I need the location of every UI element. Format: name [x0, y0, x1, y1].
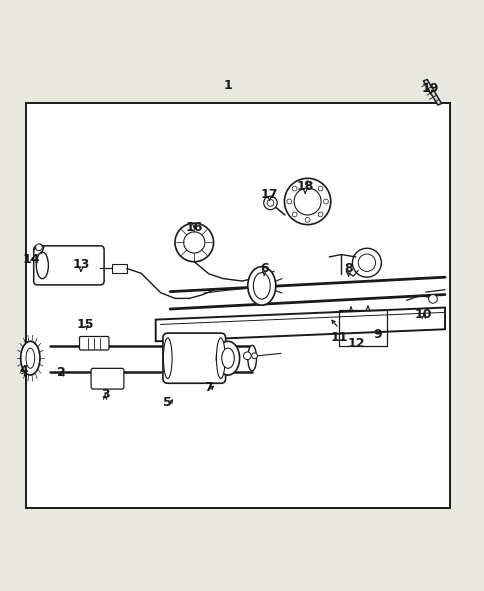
Ellipse shape — [221, 348, 234, 368]
Circle shape — [292, 186, 296, 191]
Text: 18: 18 — [296, 180, 313, 193]
Ellipse shape — [36, 252, 48, 279]
Circle shape — [293, 188, 320, 215]
Text: 12: 12 — [347, 337, 364, 350]
Text: 5: 5 — [163, 396, 172, 409]
Polygon shape — [423, 79, 441, 105]
Text: 15: 15 — [77, 318, 94, 331]
Circle shape — [243, 352, 251, 360]
Bar — [338, 310, 386, 346]
FancyBboxPatch shape — [33, 246, 104, 285]
Circle shape — [323, 199, 328, 204]
Ellipse shape — [21, 342, 40, 375]
Text: 19: 19 — [421, 82, 439, 95]
Text: 1: 1 — [223, 79, 232, 92]
Text: 8: 8 — [344, 262, 352, 275]
Ellipse shape — [247, 267, 275, 305]
Text: 4: 4 — [20, 363, 29, 376]
Ellipse shape — [247, 345, 256, 371]
Text: 6: 6 — [259, 262, 268, 275]
FancyBboxPatch shape — [163, 333, 225, 384]
Text: 9: 9 — [373, 327, 381, 340]
Circle shape — [267, 200, 273, 206]
Circle shape — [428, 294, 437, 303]
Text: 3: 3 — [101, 388, 109, 401]
Text: 11: 11 — [330, 332, 347, 345]
Circle shape — [251, 353, 257, 359]
Text: 7: 7 — [204, 381, 212, 394]
Circle shape — [175, 223, 213, 262]
Circle shape — [35, 244, 42, 251]
Bar — [112, 264, 126, 273]
FancyBboxPatch shape — [91, 368, 123, 389]
Text: 10: 10 — [414, 309, 431, 322]
Text: 14: 14 — [23, 253, 41, 266]
Circle shape — [304, 217, 309, 222]
Text: 16: 16 — [185, 222, 202, 235]
Polygon shape — [155, 307, 444, 342]
FancyBboxPatch shape — [79, 336, 109, 350]
Circle shape — [263, 196, 277, 210]
Ellipse shape — [216, 338, 225, 378]
Text: 2: 2 — [57, 366, 66, 379]
Circle shape — [318, 186, 322, 191]
Circle shape — [292, 212, 296, 217]
Circle shape — [352, 248, 380, 277]
Circle shape — [284, 178, 330, 225]
Ellipse shape — [216, 342, 239, 375]
Circle shape — [358, 254, 375, 271]
Ellipse shape — [163, 338, 172, 378]
Circle shape — [304, 181, 309, 186]
Circle shape — [318, 212, 322, 217]
Ellipse shape — [26, 348, 34, 368]
Text: 17: 17 — [260, 188, 277, 201]
Text: 13: 13 — [72, 258, 90, 271]
Bar — [26, 103, 449, 508]
Circle shape — [286, 199, 291, 204]
Circle shape — [183, 232, 204, 253]
Ellipse shape — [253, 272, 270, 299]
